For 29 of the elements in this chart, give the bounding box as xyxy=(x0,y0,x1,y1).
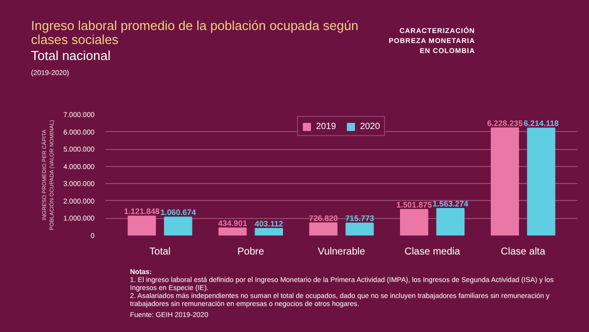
x-tick-label: Total xyxy=(149,246,171,258)
bar xyxy=(254,228,283,236)
bar xyxy=(346,222,374,236)
bar xyxy=(309,222,338,236)
bar xyxy=(436,208,465,236)
data-label: 715.773 xyxy=(345,214,375,224)
legend-label: 2020 xyxy=(360,121,380,131)
bar xyxy=(527,128,556,236)
bar xyxy=(218,227,247,236)
bar xyxy=(128,216,156,236)
legend-label: 2019 xyxy=(316,121,336,131)
chart-title: Ingreso laboral promedio de la población ocupada según clases sociales xyxy=(31,18,360,47)
data-label: 1.501.875 xyxy=(396,200,432,210)
chart-subtitle: Total nacional xyxy=(31,47,110,65)
bar xyxy=(490,127,519,236)
data-label: 434.901 xyxy=(218,218,248,228)
bar xyxy=(164,216,192,236)
data-label: 1.121.848 xyxy=(124,207,160,216)
data-label: 403.112 xyxy=(254,220,284,229)
x-tick-label: Clase alta xyxy=(500,246,546,258)
x-tick-label: Vulnerable xyxy=(318,246,366,258)
data-label: 6.214.118 xyxy=(524,119,560,128)
bar xyxy=(400,209,428,236)
x-tick-label: Pobre xyxy=(237,246,265,258)
x-tick-label: Clase media xyxy=(404,246,460,258)
data-label: 6.228.235 xyxy=(487,118,524,128)
data-label: 1.563.274 xyxy=(432,199,469,208)
data-label: 726.820 xyxy=(308,214,338,223)
data-label: 1.060.674 xyxy=(160,208,196,218)
